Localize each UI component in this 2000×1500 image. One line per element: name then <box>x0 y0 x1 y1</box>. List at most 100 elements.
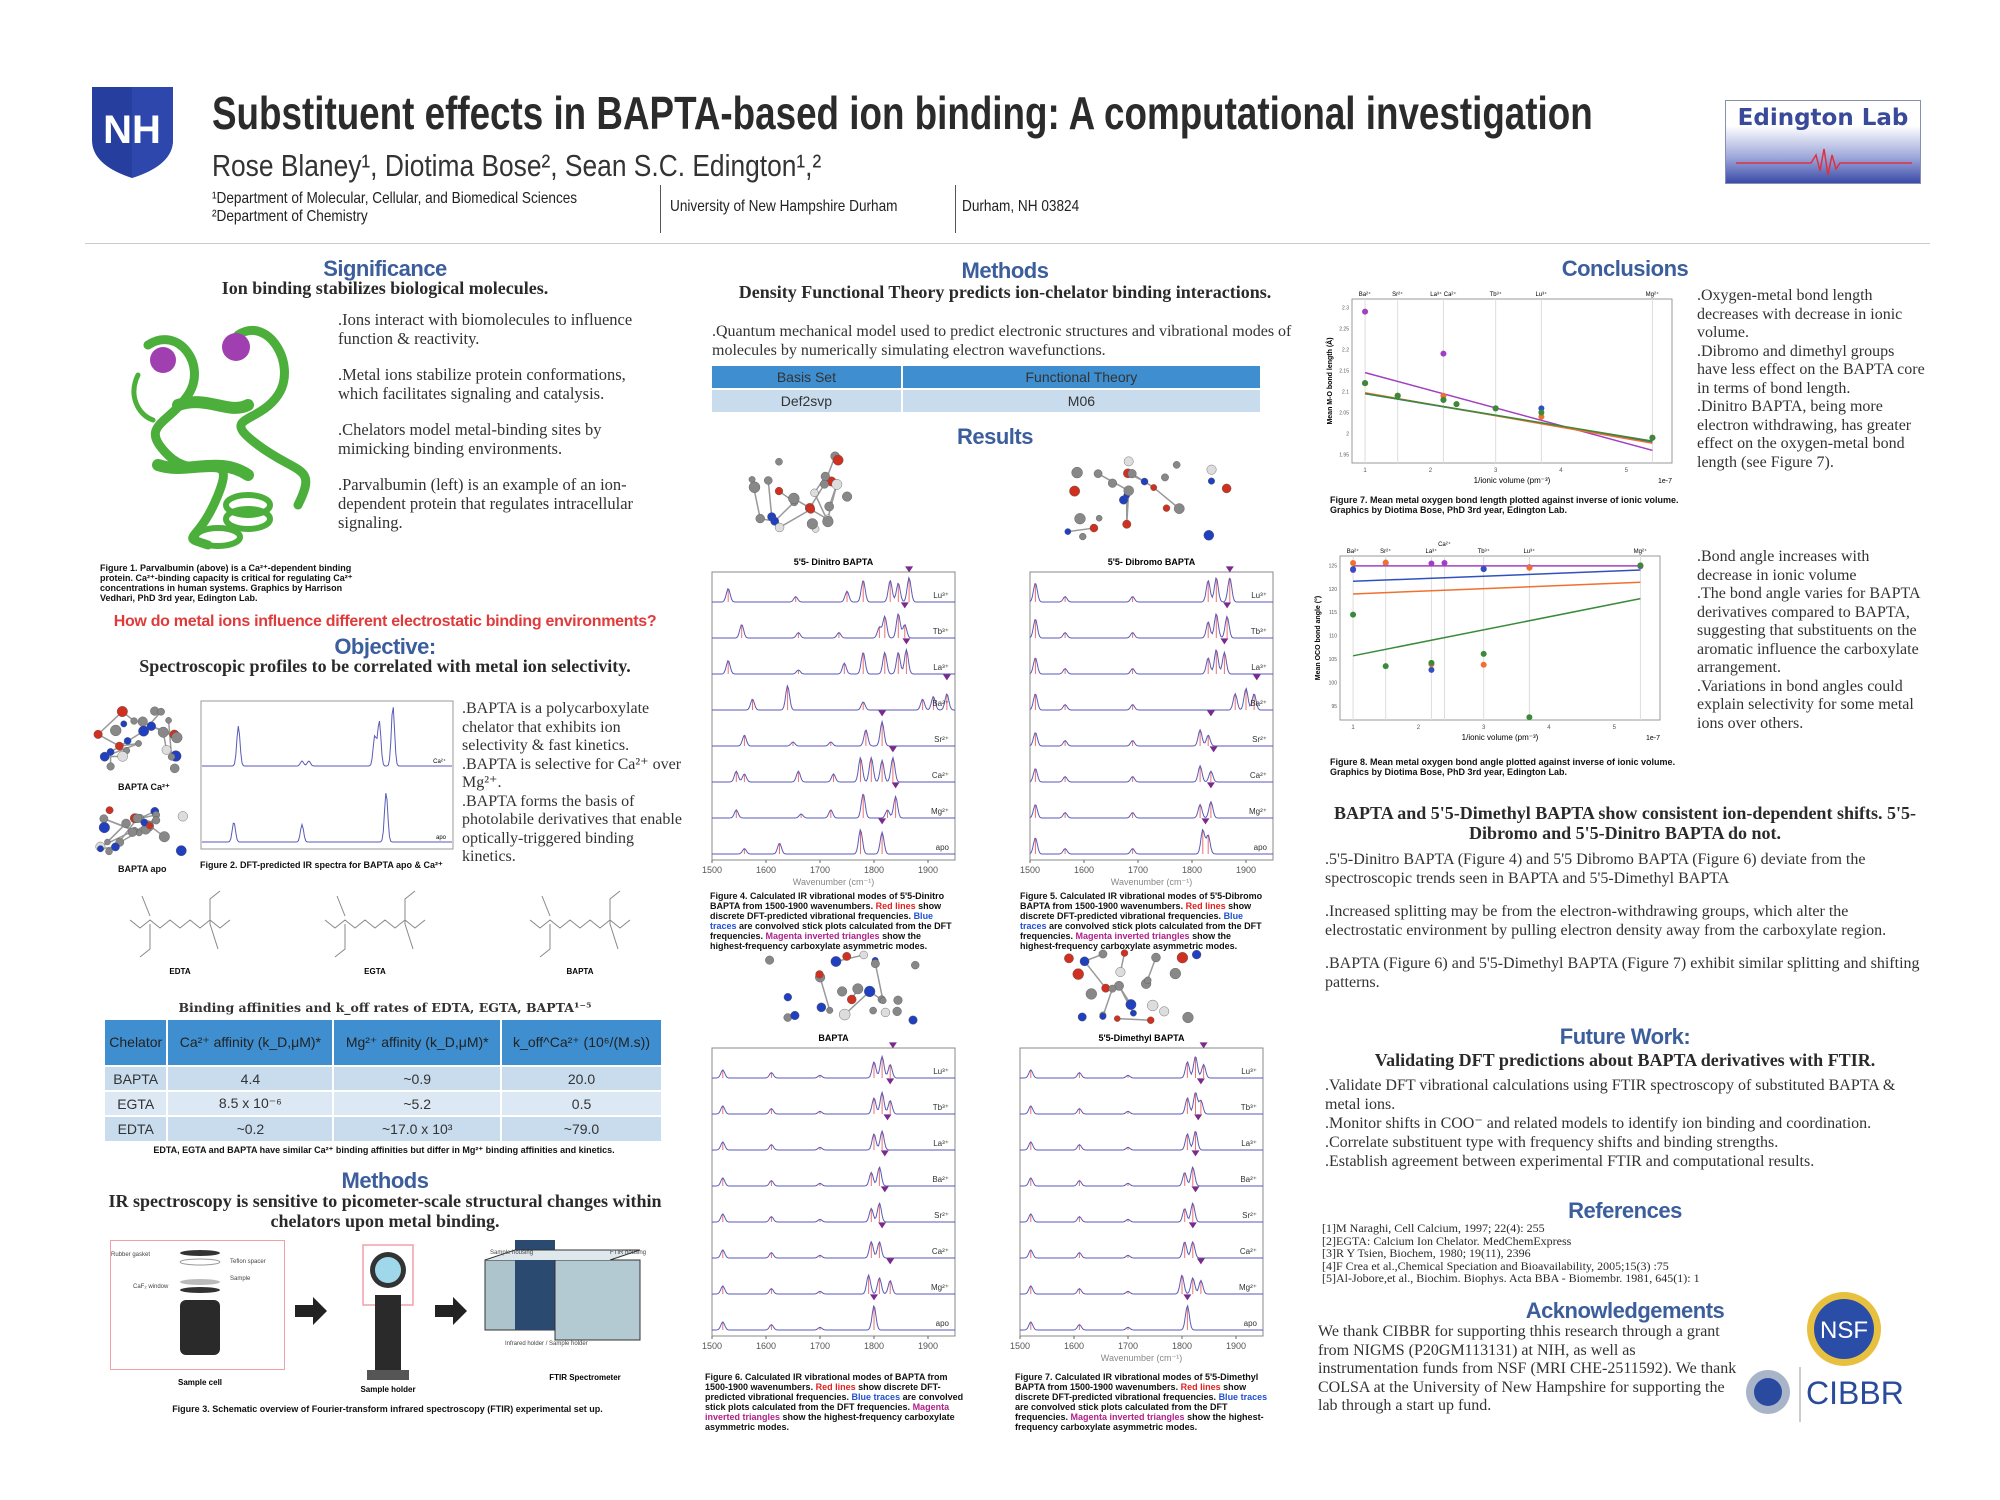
table-row: Def2svp M06 <box>712 388 1263 412</box>
structure-label: BAPTA <box>567 967 594 976</box>
mode-marker-triangle <box>1225 566 1234 573</box>
data-point <box>1538 413 1545 420</box>
plot-frame <box>1029 571 1274 861</box>
mode-marker-triangle <box>1191 1186 1200 1193</box>
ion-label: Ba²⁺ <box>1240 1175 1257 1184</box>
atom <box>1172 461 1181 469</box>
mode-marker-triangle <box>1188 1222 1197 1229</box>
ftir-setup-diagram: Rubber gasket Teflon spacer Sample CaF₂ … <box>105 1240 670 1400</box>
ion-label: Ca²⁺ <box>1438 541 1451 548</box>
x-tick-label: 1900 <box>918 865 938 875</box>
svg-text:NSF: NSF <box>1820 1317 1868 1344</box>
x-tick-label: 4 <box>1547 725 1551 731</box>
y-tick-label: 2.15 <box>1339 368 1349 374</box>
mode-marker-triangle <box>1206 710 1215 717</box>
x-tick-label: 1 <box>1351 725 1355 731</box>
future-work-bullets: .Validate DFT vibrational calculations u… <box>1325 1077 1896 1170</box>
atom <box>1162 504 1171 512</box>
atom <box>1207 477 1215 485</box>
ion-label: Ba²⁺ <box>1347 548 1360 555</box>
figure-7-bond-length-chart: Ba²⁺ Sr²⁺ La³⁺ Ca²⁺ Tb³⁺ Lu³⁺ Mg²⁺ 1.95 2 2.05 2.… <box>1325 291 1673 485</box>
atom <box>880 1007 891 1018</box>
ion-label: Lu³⁺ <box>1241 1067 1257 1076</box>
atom <box>1064 528 1072 535</box>
ion-label: Ca²⁺ <box>1250 771 1267 780</box>
ion-label: Ca²⁺ <box>1240 1247 1257 1256</box>
university: University of New Hampshire Durham <box>670 198 898 215</box>
x-axis-label: Wavenumber (cm⁻¹) <box>793 877 874 887</box>
figure-2-ir-spectra: Ca²⁺ apo <box>200 700 454 850</box>
ion-label: Sr²⁺ <box>1252 735 1267 744</box>
atom <box>146 721 156 731</box>
references-heading: References <box>1568 1198 1682 1223</box>
chemical-structure <box>539 890 621 958</box>
atom <box>816 1002 827 1013</box>
conclusions-bullets: .5'5-Dinitro BAPTA (Figure 4) and 5'5 Di… <box>1325 851 1920 991</box>
atom <box>106 762 115 771</box>
atom <box>117 751 128 762</box>
ion-label: La³⁺ <box>933 1139 949 1148</box>
atom <box>157 726 169 738</box>
svg-text:Sample housing: Sample housing <box>490 1250 533 1256</box>
parvalbumin-protein-image <box>118 305 328 560</box>
atom <box>820 479 829 489</box>
significance-subtitle: Ion binding stabilizes biological molecu… <box>221 278 549 298</box>
mode-marker-triangle <box>1199 1042 1208 1049</box>
atom <box>1072 968 1084 980</box>
col-header: Ca²⁺ affinity (k_D,μM)* <box>167 1020 335 1066</box>
y-tick-label: 2 <box>1346 432 1349 438</box>
y-tick-label: 120 <box>1329 587 1338 593</box>
atom <box>765 955 775 965</box>
spectrum-label: Ca²⁺ <box>433 758 446 765</box>
atom <box>1077 1012 1087 1022</box>
atom <box>1120 949 1129 957</box>
ion-label: Sr²⁺ <box>1380 548 1391 555</box>
fit-line <box>1353 581 1641 595</box>
atom <box>770 516 780 526</box>
x-axis-label: 1/ionic volume (pm⁻³) <box>1474 476 1551 485</box>
x-tick-label: 3 <box>1494 468 1498 474</box>
figure-7-caption: Figure 7. Calculated IR vibrational mode… <box>1015 1372 1268 1432</box>
research-question: How do metal ions influence different el… <box>113 613 657 630</box>
atom <box>775 457 783 466</box>
spectrum-trace <box>1029 687 1273 711</box>
atom <box>1123 485 1134 496</box>
atom <box>99 814 109 824</box>
mode-marker-triangle <box>880 1150 889 1157</box>
x-tick-label: 1600 <box>1064 1341 1084 1351</box>
acknowledgements-text: We thank CIBBR for supporting thhis rese… <box>1318 1323 1737 1414</box>
y-tick-label: 1.95 <box>1339 453 1349 459</box>
atom <box>852 983 864 995</box>
atom <box>748 481 761 493</box>
atom <box>806 505 816 514</box>
spectrum-trace <box>1029 612 1273 639</box>
ion-label: Ba²⁺ <box>1250 699 1267 708</box>
x-tick-label: 1700 <box>1128 865 1148 875</box>
spectrum-trace <box>1020 1131 1263 1151</box>
y-tick-label: 110 <box>1329 634 1337 640</box>
spectrum-label: apo <box>436 835 447 841</box>
x-tick-label: 2 <box>1429 468 1433 474</box>
atom <box>831 479 843 490</box>
atom <box>123 737 132 745</box>
ion-label: Tb³⁺ <box>1478 548 1490 555</box>
spectrum-trace <box>712 1273 955 1295</box>
ion-label: Tb³⁺ <box>1490 291 1502 298</box>
future-work-heading: Future Work: <box>1559 1024 1691 1049</box>
atom <box>1123 456 1134 467</box>
x-tick-label: 1900 <box>1226 1341 1246 1351</box>
chemical-structure <box>129 919 231 929</box>
data-point <box>1362 308 1369 315</box>
affinity-table-title: Binding affinities and k_off rates of ED… <box>178 1000 592 1015</box>
objective-subtitle: Spectroscopic profiles to be correlated … <box>139 656 631 676</box>
mode-marker-triangle <box>1252 674 1261 681</box>
figure-6-caption: Figure 6. Calculated IR vibrational mode… <box>705 1372 964 1432</box>
mode-marker-triangle <box>905 566 914 573</box>
methods-ir-subtitle: IR spectroscopy is sensitive to picomete… <box>108 1191 662 1231</box>
mode-marker-triangle <box>1191 1150 1200 1157</box>
atom <box>1115 967 1126 977</box>
mode-marker-triangle <box>1194 1114 1203 1121</box>
mode-marker-triangle <box>888 1042 897 1049</box>
ion-label: apo <box>936 1319 950 1328</box>
spectrum-trace <box>1029 728 1273 747</box>
